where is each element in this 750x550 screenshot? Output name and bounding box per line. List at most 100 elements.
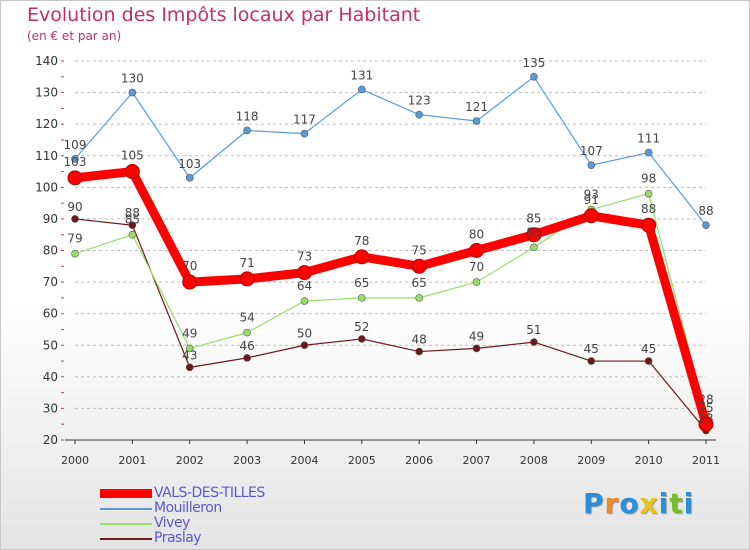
- data-label-vivey: 79: [67, 232, 82, 246]
- logo-letter: o: [619, 487, 640, 520]
- point-vivey: [530, 243, 538, 252]
- data-label-mouilleron: 121: [465, 100, 488, 114]
- data-label-praslay: 88: [125, 206, 140, 220]
- data-label-vivey: 85: [125, 213, 140, 227]
- y-tick-label: 120: [35, 117, 58, 131]
- point-vals-des-tilles: [296, 265, 312, 281]
- data-label-praslay: 50: [297, 326, 312, 340]
- logo-letter: i: [658, 487, 670, 520]
- point-vivey: [71, 249, 79, 258]
- x-tick-label: 2000: [61, 454, 89, 467]
- data-label-vals-des-tilles: 71: [239, 256, 254, 270]
- point-vals-des-tilles: [583, 208, 599, 224]
- point-vals-des-tilles: [698, 416, 714, 432]
- point-vivey: [243, 328, 251, 337]
- data-label-praslay: 90: [67, 200, 82, 214]
- point-praslay: [128, 221, 137, 230]
- y-tick-label: 70: [43, 275, 58, 289]
- series-line-mouilleron: [74, 76, 707, 226]
- x-tick-label: 2009: [577, 454, 605, 467]
- data-labels: 90 88 43 46 50 52 48 49 51 45 45 23 79 85 49 54 64 65 65 70…: [64, 56, 714, 426]
- data-label-vals-des-tilles: 78: [354, 234, 369, 248]
- logo-letter: i: [683, 487, 695, 520]
- point-mouilleron: [185, 174, 194, 182]
- data-label-praslay: 45: [641, 342, 656, 356]
- data-label-praslay: 23: [698, 412, 713, 426]
- x-tick-label: 2005: [348, 454, 376, 467]
- data-label-vals-des-tilles: 91: [584, 193, 599, 207]
- logo-letter: t: [669, 487, 684, 520]
- y-tick-label: 90: [43, 212, 58, 226]
- data-label-vivey: 65: [412, 276, 427, 290]
- point-mouilleron: [702, 221, 710, 230]
- data-label-vivey: 93: [584, 187, 599, 201]
- data-label-mouilleron: 118: [236, 109, 259, 123]
- series-line-vals-des-tilles: [74, 167, 711, 426]
- point-vivey: [358, 294, 366, 302]
- x-tick-label: 2011: [692, 454, 720, 467]
- data-label-vals-des-tilles: 80: [469, 228, 484, 242]
- x-tick-label: 2008: [520, 454, 548, 467]
- point-vals-des-tilles: [67, 170, 83, 186]
- data-label-vivey: 49: [182, 326, 197, 340]
- data-label-praslay: 45: [584, 342, 599, 356]
- point-vivey: [300, 297, 309, 305]
- data-label-vivey: 64: [297, 279, 312, 293]
- axes: 20 30 40 50 60 70 80 90 100 110 120 130 140 2000 2001 2…: [35, 54, 720, 467]
- data-label-vals-des-tilles: 73: [297, 250, 312, 264]
- legend-swatch-praslay: [100, 538, 152, 540]
- legend-label-mouilleron: Mouilleron: [154, 500, 222, 516]
- point-vals-des-tilles: [526, 227, 542, 243]
- data-label-mouilleron: 117: [293, 113, 316, 127]
- data-label-mouilleron: 135: [522, 56, 545, 70]
- x-tick-label: 2007: [463, 454, 491, 467]
- data-label-vals-des-tilles: 25: [698, 401, 713, 415]
- series-line-praslay: [74, 218, 707, 431]
- x-tick-label: 2002: [176, 454, 204, 467]
- point-praslay: [587, 357, 596, 365]
- data-label-vivey: 65: [354, 276, 369, 290]
- y-tick-label: 50: [43, 338, 58, 352]
- x-tick-label: 2004: [290, 454, 318, 467]
- y-tick-label: 40: [43, 370, 58, 384]
- data-label-mouilleron: 103: [178, 157, 201, 171]
- point-praslay: [644, 357, 653, 365]
- legend-swatch-vals-des-tilles: [100, 489, 152, 498]
- x-tick-label: 2006: [405, 454, 433, 467]
- point-vivey: [128, 230, 137, 239]
- point-praslay: [472, 344, 481, 353]
- data-label-praslay: 51: [526, 323, 541, 337]
- chart-subtitle: (en € et par an): [27, 29, 122, 43]
- point-vals-des-tilles: [411, 258, 427, 274]
- point-vals-des-tilles: [239, 271, 255, 287]
- point-mouilleron: [472, 117, 481, 125]
- x-tick-label: 2010: [635, 454, 663, 467]
- point-mouilleron: [415, 110, 423, 119]
- point-mouilleron: [644, 148, 653, 157]
- data-label-vals-des-tilles: 103: [64, 155, 87, 169]
- point-mouilleron: [71, 155, 79, 163]
- data-label-vivey: 54: [239, 311, 254, 325]
- legend-swatch-mouilleron: [100, 508, 152, 510]
- point-vals-des-tilles: [354, 249, 370, 265]
- point-mouilleron: [530, 72, 538, 81]
- data-label-mouilleron: 109: [64, 138, 87, 152]
- data-label-praslay: 52: [354, 320, 369, 334]
- point-vivey: [415, 294, 423, 302]
- data-label-vals-des-tilles: 88: [641, 202, 656, 216]
- legend-label-praslay: Praslay: [154, 530, 202, 546]
- data-label-mouilleron: 111: [637, 132, 660, 146]
- logo-letter: r: [604, 487, 620, 520]
- data-label-vivey: 70: [469, 260, 484, 274]
- y-tick-label: 30: [43, 401, 58, 415]
- data-label-mouilleron: 123: [408, 94, 431, 108]
- data-label-vivey: 28: [698, 393, 713, 407]
- series-lines: [67, 72, 714, 435]
- point-vivey: [472, 278, 481, 286]
- legend-label-vals-des-tilles: VALS-DES-TILLES: [154, 485, 265, 501]
- data-label-vivey: 98: [641, 172, 656, 186]
- proxiti-logo: Proxiti: [583, 487, 694, 520]
- point-mouilleron: [300, 129, 309, 138]
